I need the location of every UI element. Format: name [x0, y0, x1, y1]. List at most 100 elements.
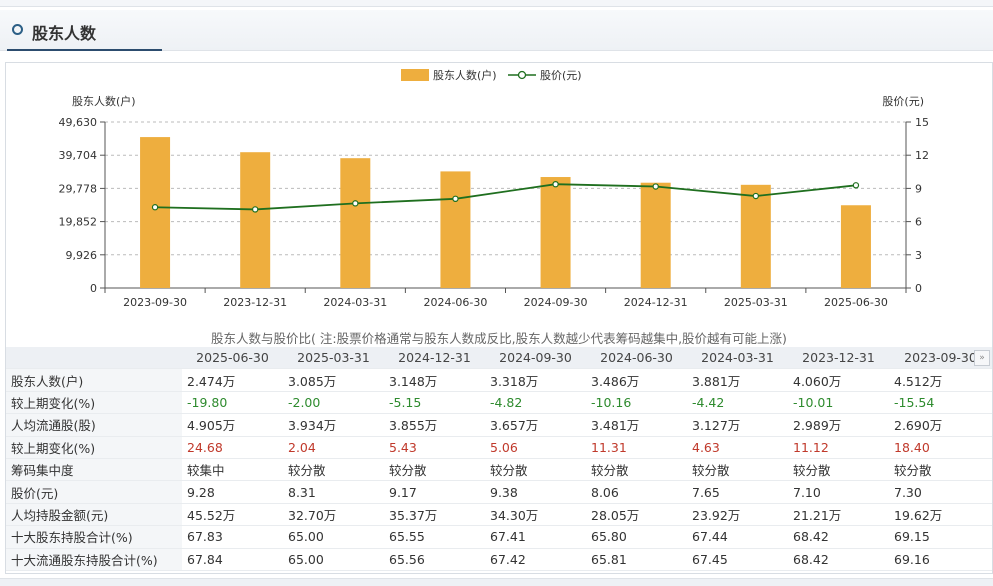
x-tick-label: 2024-09-30	[524, 296, 588, 309]
row-label: 十大股东持股合计(%)	[6, 525, 182, 549]
table-cell: 4.63	[687, 436, 788, 459]
table-cell: 较分散	[384, 458, 485, 482]
table-cell: 3.934万	[283, 413, 384, 437]
row-label: 筹码集中度	[6, 458, 182, 482]
bottom-divider	[0, 578, 993, 586]
price-point	[752, 192, 760, 200]
right-tick-label: 15	[915, 116, 929, 129]
price-point	[151, 204, 159, 211]
table-cell: 7.30	[889, 480, 992, 504]
table-cell: 3.127万	[687, 413, 788, 437]
table-cell: 67.42	[485, 548, 586, 571]
legend-line-marker	[517, 70, 527, 80]
legend-line-label: 股价(元)	[540, 69, 582, 82]
price-point	[552, 180, 559, 188]
table-cell: 67.83	[182, 525, 283, 549]
price-point	[452, 195, 459, 203]
table-cell: 较分散	[485, 458, 586, 482]
row-label: 人均流通股(股)	[6, 413, 182, 437]
table-cell: 2.690万	[889, 413, 992, 437]
right-axis-title: 股价(元)	[882, 95, 924, 108]
bar	[540, 177, 571, 288]
table-cell: 24.68	[182, 436, 283, 459]
table-cell: 65.55	[384, 525, 485, 549]
chart-note: 股东人数与股价比( 注:股票价格通常与股东人数成反比,股东人数越少代表筹码越集中…	[211, 331, 787, 346]
left-tick-label: 29,778	[59, 182, 98, 195]
date-column-header: 2025-03-31	[283, 347, 384, 370]
left-axis-title: 股东人数(户)	[72, 94, 136, 108]
bar	[440, 171, 471, 288]
table-cell: 3.318万	[485, 368, 586, 392]
date-column-header: 2024-09-30	[485, 347, 586, 370]
table-cell: 28.05万	[586, 503, 687, 527]
header-accent-underline	[7, 49, 162, 51]
table-cell: 68.42	[788, 548, 889, 571]
legend-bar-swatch	[401, 69, 429, 81]
table-row: 人均持股金额(元) 45.52万 32.70万 35.37万 34.30万 28.05万 2…	[6, 503, 992, 527]
table-cell: 69.16	[889, 548, 992, 571]
shareholder-chart: 股东人数(户) 股价(元) 股东人数(户) 股价(元) 0 0 9,926 3 19,852 6 2…	[59, 68, 930, 309]
table-cell: 18.40	[889, 436, 992, 459]
left-tick-label: 49,630	[59, 116, 98, 129]
price-point	[652, 183, 659, 190]
date-column-header: 2024-06-30	[586, 347, 687, 370]
table-cell: 65.00	[283, 548, 384, 571]
table-corner-cell	[6, 347, 182, 370]
table-cell: 67.41	[485, 525, 586, 549]
x-tick-label: 2023-09-30	[123, 296, 187, 309]
price-point	[352, 200, 359, 207]
table-cell: -15.54	[889, 391, 992, 415]
table-cell: -19.80	[182, 391, 283, 415]
table-cell: 2.989万	[788, 413, 889, 437]
left-tick-label: 19,852	[59, 216, 98, 229]
table-cell: 8.31	[283, 480, 384, 504]
table-row: 十大股东持股合计(%) 67.83 65.00 65.55 67.41 65.80 67.4…	[6, 525, 992, 549]
table-row: 较上期变化(%) -19.80 -2.00 -5.15 -4.82 -10.16 -4.42…	[6, 391, 992, 415]
table-cell: 3.855万	[384, 413, 485, 437]
table-cell: 较分散	[586, 458, 687, 482]
table-cell: 21.21万	[788, 503, 889, 527]
x-tick-label: 2024-03-31	[323, 296, 387, 309]
legend-bar-label: 股东人数(户)	[433, 68, 497, 82]
table-cell: 较分散	[687, 458, 788, 482]
left-tick-label: 39,704	[59, 149, 98, 162]
table-cell: 4.512万	[889, 368, 992, 392]
date-column-header: 2024-03-31	[687, 347, 788, 370]
table-cell: 65.56	[384, 548, 485, 571]
bar	[840, 205, 871, 288]
table-cell: 3.148万	[384, 368, 485, 392]
table-cell: 9.17	[384, 480, 485, 504]
table-cell: 8.06	[586, 480, 687, 504]
bar	[140, 137, 171, 288]
table-cell: 5.43	[384, 436, 485, 459]
row-label: 较上期变化(%)	[6, 436, 182, 459]
table-cell: 3.481万	[586, 413, 687, 437]
table-cell: 4.060万	[788, 368, 889, 392]
table-cell: -2.00	[283, 391, 384, 415]
scroll-right-icon[interactable]: »	[974, 350, 990, 366]
circle-bullet-icon	[12, 24, 23, 35]
left-tick-label: 9,926	[66, 249, 98, 262]
left-tick-label: 0	[90, 282, 97, 295]
date-column-header: 2023-09-30»	[889, 347, 992, 370]
shareholder-table: 2025-06-30 2025-03-31 2024-12-31 2024-09-30…	[6, 347, 992, 571]
table-cell: 23.92万	[687, 503, 788, 527]
shareholder-panel: 股东人数(户) 股价(元) 股东人数(户) 股价(元) 0 0 9,926 3 19,852 6 2…	[5, 62, 993, 574]
table-row: 筹码集中度 较集中 较分散 较分散 较分散 较分散 较分散 较分散 较分散	[6, 458, 992, 482]
table-cell: 67.45	[687, 548, 788, 571]
table-cell: 67.84	[182, 548, 283, 571]
right-tick-label: 3	[915, 249, 922, 262]
table-cell: 3.657万	[485, 413, 586, 437]
table-cell: 11.31	[586, 436, 687, 459]
table-row: 股价(元) 9.28 8.31 9.17 9.38 8.06 7.65 7.10 7.30	[6, 480, 992, 504]
bar	[340, 158, 371, 288]
table-cell: 较分散	[283, 458, 384, 482]
row-label: 股价(元)	[6, 480, 182, 504]
bar	[740, 184, 771, 288]
x-tick-label: 2024-06-30	[423, 296, 487, 309]
table-cell: -4.82	[485, 391, 586, 415]
table-cell: 2.474万	[182, 368, 283, 392]
table-cell: 35.37万	[384, 503, 485, 527]
table-row: 股东人数(户) 2.474万 3.085万 3.148万 3.318万 3.486万 3.8…	[6, 368, 992, 392]
table-cell: 2.04	[283, 436, 384, 459]
